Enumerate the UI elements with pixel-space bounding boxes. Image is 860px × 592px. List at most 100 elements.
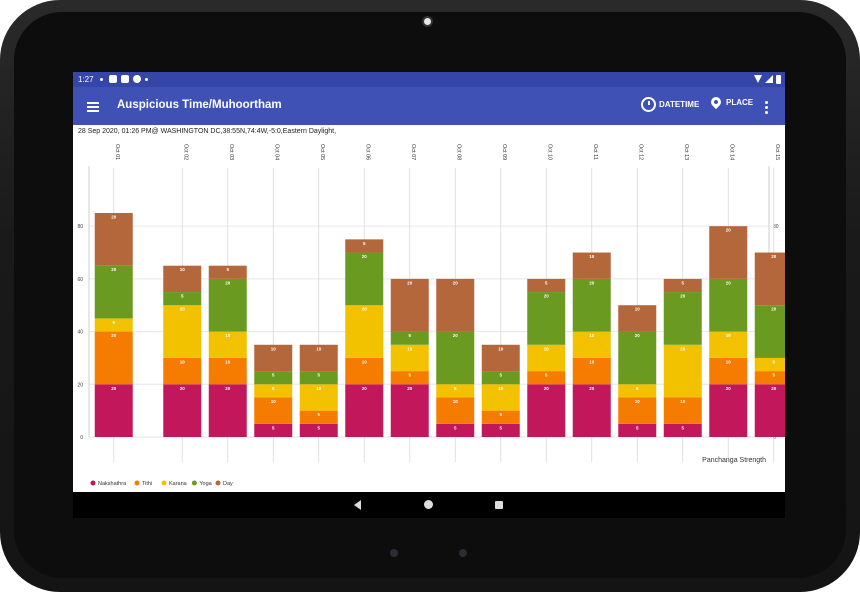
x-category-label: Oct 09 xyxy=(501,144,507,160)
bar-segment-day xyxy=(163,265,202,293)
data-label: 10 xyxy=(498,386,504,391)
data-label: 20 xyxy=(544,386,550,391)
x-category-label: Oct 05 xyxy=(319,144,325,160)
bar-segment-day xyxy=(527,278,566,293)
data-label: 5 xyxy=(317,412,320,417)
data-label: 5 xyxy=(499,373,502,378)
bar-segment-karana xyxy=(754,357,785,372)
x-category-label: Oct 08 xyxy=(455,144,461,160)
recents-icon[interactable] xyxy=(495,501,503,509)
legend-marker xyxy=(90,480,96,486)
bar-segment-tithi xyxy=(754,371,785,385)
bar-segment-day xyxy=(709,226,748,279)
bar-segment-day xyxy=(390,278,429,332)
data-label: 20 xyxy=(680,346,686,351)
data-label: 20 xyxy=(111,215,117,220)
data-label: 5 xyxy=(681,425,684,430)
datetime-button[interactable]: DATETIME xyxy=(641,97,699,112)
data-label: 20 xyxy=(362,254,368,259)
data-label: 20 xyxy=(111,333,117,338)
wifi-icon xyxy=(754,75,762,83)
data-label: 10 xyxy=(635,399,641,404)
bar-segment-karana xyxy=(163,305,202,358)
home-icon[interactable] xyxy=(424,500,433,509)
status-time: 1:27 xyxy=(78,75,94,84)
location-pin-icon xyxy=(708,94,724,110)
bar-segment-nakshathra xyxy=(709,384,748,437)
more-vert-icon[interactable] xyxy=(765,101,768,116)
data-label: 10 xyxy=(453,399,459,404)
data-label: 10 xyxy=(407,346,413,351)
bar-segment-tithi xyxy=(436,397,475,424)
data-label: 20 xyxy=(362,386,368,391)
bar-segment-yoga xyxy=(163,292,202,306)
x-category-label: Oct 07 xyxy=(410,144,416,160)
bar-segment-tithi xyxy=(663,397,702,424)
data-label: 10 xyxy=(589,254,595,259)
bar-segment-day xyxy=(299,344,338,372)
place-button[interactable]: PLACE xyxy=(708,94,754,110)
data-label: 20 xyxy=(225,386,231,391)
bar-segment-yoga xyxy=(527,292,566,345)
y-tick-label: 80 xyxy=(77,224,83,230)
bar-segment-tithi xyxy=(527,371,566,385)
data-label: 10 xyxy=(635,307,641,312)
bar-segment-karana xyxy=(94,318,133,332)
datetime-label: DATETIME xyxy=(659,100,700,109)
bar-segment-day xyxy=(345,239,384,253)
bar-segment-karana xyxy=(254,384,293,398)
bar-segment-nakshathra xyxy=(208,384,247,437)
bar-segment-tithi xyxy=(94,331,133,385)
data-label: 20 xyxy=(180,386,186,391)
data-label: 20 xyxy=(771,254,777,259)
bar-segment-nakshathra xyxy=(436,423,475,437)
data-label: 20 xyxy=(680,294,686,299)
bar-segment-yoga xyxy=(618,331,657,385)
data-label: 5 xyxy=(272,386,275,391)
bar-segment-nakshathra xyxy=(94,384,133,437)
bar-segment-tithi xyxy=(208,357,247,385)
back-icon[interactable] xyxy=(354,500,361,510)
bar-segment-day xyxy=(754,252,785,306)
notification-dot-icon xyxy=(100,78,103,81)
hardware-button-left xyxy=(390,549,398,557)
data-label: 5 xyxy=(272,425,275,430)
bar-segment-nakshathra xyxy=(345,384,384,437)
data-label: 5 xyxy=(408,333,411,338)
data-label: 5 xyxy=(317,373,320,378)
bar-segment-yoga xyxy=(663,292,702,345)
bar-segment-tithi xyxy=(481,410,520,424)
nav-bar xyxy=(73,492,785,518)
legend-label: Karana xyxy=(169,481,188,487)
bar-segment-tithi xyxy=(618,397,657,424)
data-label: 5 xyxy=(454,386,457,391)
bar-segment-karana xyxy=(527,344,566,372)
data-label: 5 xyxy=(681,280,684,285)
data-label: 20 xyxy=(589,280,595,285)
bar-segment-nakshathra xyxy=(754,384,785,437)
bar-segment-day xyxy=(436,278,475,332)
data-label: 5 xyxy=(772,359,775,364)
bar-segment-yoga xyxy=(208,278,247,332)
data-label: 5 xyxy=(499,425,502,430)
bar-segment-nakshathra xyxy=(481,423,520,437)
data-label: 5 xyxy=(545,280,548,285)
data-label: 5 xyxy=(454,425,457,430)
data-label: 20 xyxy=(407,386,413,391)
bar-segment-yoga xyxy=(254,371,293,385)
legend-label: Nakshathra xyxy=(98,481,127,487)
data-label: 10 xyxy=(316,386,322,391)
bar-segment-tithi xyxy=(572,357,611,385)
data-label: 10 xyxy=(498,346,504,351)
bar-segment-karana xyxy=(390,344,429,372)
data-label: 5 xyxy=(181,294,184,299)
menu-icon[interactable] xyxy=(87,102,99,112)
bar-segment-karana xyxy=(208,331,247,358)
x-category-label: Oct 11 xyxy=(592,144,598,160)
data-label: 20 xyxy=(589,386,595,391)
front-camera xyxy=(424,18,431,25)
bar-segment-day xyxy=(254,344,293,372)
place-label: PLACE xyxy=(726,97,754,107)
